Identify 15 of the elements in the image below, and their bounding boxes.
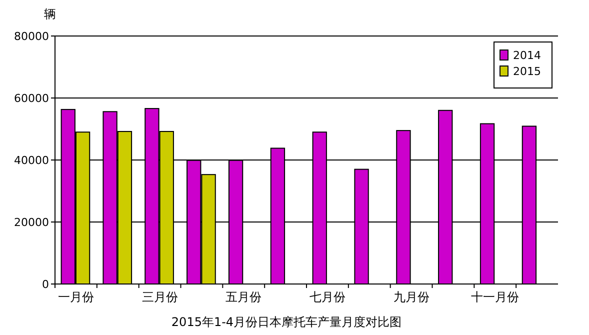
x-tick-label: 三月份 <box>142 290 178 304</box>
y-tick-label: 40000 <box>14 154 49 167</box>
legend-label: 2015 <box>513 65 541 78</box>
x-tick-label: 十一月份 <box>471 290 520 304</box>
x-tick-label: 五月份 <box>226 290 262 304</box>
legend-label: 2014 <box>513 49 541 62</box>
x-tick-label: 一月份 <box>58 290 94 304</box>
y-tick-label: 0 <box>42 278 49 291</box>
y-tick-label: 20000 <box>14 216 49 229</box>
y-tick-label: 80000 <box>14 30 49 43</box>
text: 2015年1-4月份日本摩托车产量月度对比图 <box>171 315 402 329</box>
y-tick-label: 60000 <box>14 92 49 105</box>
x-tick-label: 七月份 <box>309 290 346 304</box>
x-tick-label: 九月份 <box>393 290 430 304</box>
y-axis-title: 辆 <box>44 7 56 21</box>
